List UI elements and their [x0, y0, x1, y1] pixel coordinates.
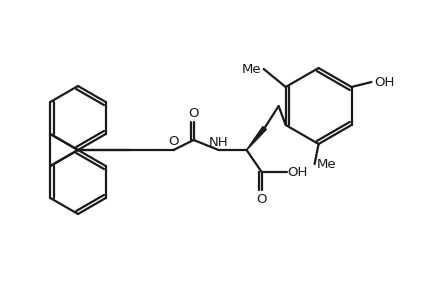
Text: O: O — [168, 135, 179, 148]
Text: Me: Me — [317, 158, 336, 171]
Text: O: O — [188, 107, 199, 120]
Text: OH: OH — [288, 166, 308, 178]
Polygon shape — [246, 127, 267, 150]
Text: O: O — [256, 193, 267, 206]
Text: NH: NH — [209, 136, 228, 149]
Text: OH: OH — [375, 76, 395, 88]
Text: Me: Me — [242, 63, 262, 76]
